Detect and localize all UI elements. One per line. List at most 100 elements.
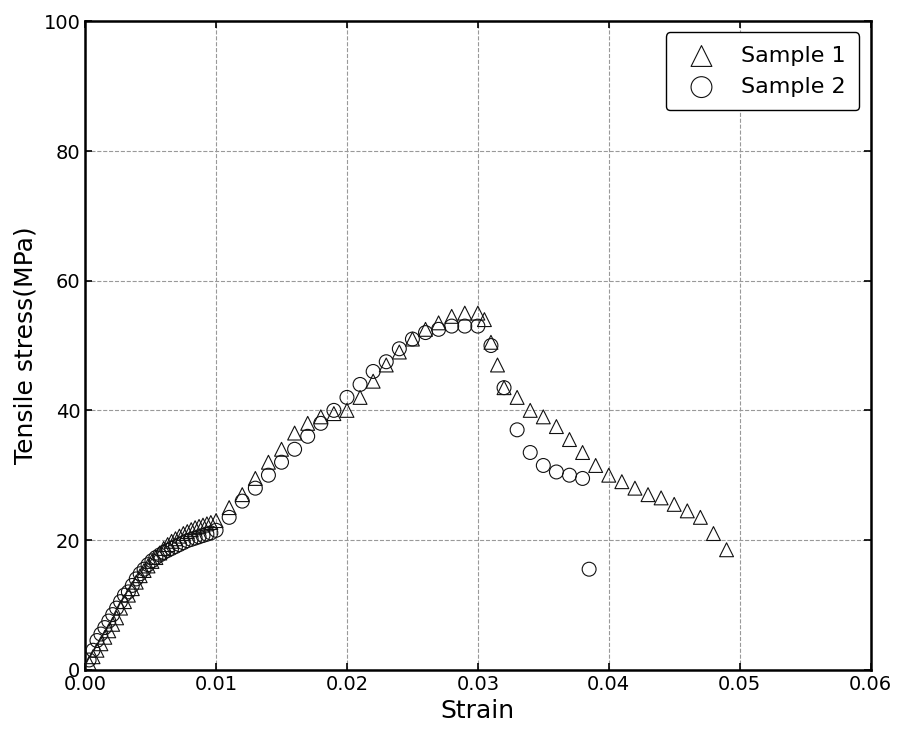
Sample 2	[549, 466, 564, 478]
Sample 1	[287, 427, 302, 439]
Sample 1	[172, 530, 187, 542]
Sample 2	[117, 590, 131, 601]
Sample 2	[149, 551, 163, 563]
Sample 1	[169, 533, 183, 545]
Sample 1	[184, 524, 198, 536]
Sample 2	[301, 430, 315, 442]
Sample 1	[180, 525, 195, 537]
Legend: Sample 1, Sample 2: Sample 1, Sample 2	[666, 32, 860, 111]
Sample 1	[149, 551, 163, 563]
Sample 1	[125, 583, 140, 595]
Sample 1	[490, 359, 505, 371]
Sample 2	[152, 549, 167, 561]
Sample 1	[667, 498, 681, 510]
Sample 1	[719, 544, 734, 556]
Sample 1	[152, 547, 167, 559]
Sample 2	[133, 567, 148, 579]
Sample 2	[172, 539, 187, 551]
Sample 1	[352, 391, 367, 403]
Sample 1	[477, 314, 492, 326]
Sample 1	[82, 657, 96, 669]
Sample 1	[680, 505, 695, 517]
Sample 2	[563, 469, 577, 481]
Sample 1	[523, 405, 537, 416]
Sample 1	[654, 492, 669, 504]
Sample 2	[105, 609, 120, 621]
Sample 1	[145, 556, 159, 567]
Sample 1	[90, 644, 104, 656]
Sample 1	[208, 514, 223, 526]
Sample 1	[588, 460, 602, 472]
Sample 2	[113, 595, 128, 607]
Sample 1	[575, 447, 590, 458]
Sample 2	[98, 621, 112, 633]
Sample 2	[445, 320, 459, 332]
Sample 1	[113, 602, 128, 614]
Sample 1	[445, 310, 459, 322]
Sample 2	[275, 456, 289, 468]
Sample 2	[125, 579, 140, 591]
Sample 2	[86, 644, 101, 656]
Sample 1	[496, 382, 511, 394]
Sample 1	[641, 489, 655, 500]
Y-axis label: Tensile stress(MPa): Tensile stress(MPa)	[14, 227, 38, 464]
Sample 2	[121, 586, 136, 598]
Sample 1	[419, 324, 433, 335]
Sample 1	[196, 520, 210, 531]
Sample 1	[484, 336, 498, 348]
Sample 1	[366, 375, 381, 387]
Sample 2	[208, 525, 223, 537]
Sample 2	[392, 343, 407, 354]
Sample 1	[563, 433, 577, 445]
Sample 2	[204, 527, 218, 539]
Sample 1	[549, 421, 564, 433]
Sample 1	[379, 359, 393, 371]
Sample 2	[484, 340, 498, 352]
Sample 1	[340, 405, 354, 416]
Sample 2	[458, 320, 472, 332]
Sample 2	[101, 615, 116, 627]
Sample 2	[379, 356, 393, 368]
Sample 2	[140, 559, 155, 570]
Sample 2	[82, 654, 96, 666]
Sample 1	[160, 539, 175, 551]
Sample 2	[164, 542, 178, 554]
Sample 1	[458, 307, 472, 319]
Sample 2	[313, 417, 328, 429]
Sample 1	[248, 472, 263, 484]
Sample 1	[140, 560, 155, 572]
Sample 2	[129, 573, 143, 585]
Sample 2	[222, 511, 236, 523]
Sample 1	[235, 489, 249, 500]
Sample 1	[693, 511, 708, 523]
Sample 2	[419, 326, 433, 338]
Sample 1	[117, 595, 131, 607]
Sample 1	[431, 317, 446, 329]
Sample 1	[129, 576, 143, 588]
Sample 2	[523, 447, 537, 458]
Sample 2	[536, 460, 551, 472]
Sample 2	[510, 424, 525, 436]
Sample 1	[93, 638, 108, 649]
Sample 1	[98, 632, 112, 643]
Sample 1	[327, 408, 342, 419]
Sample 1	[301, 417, 315, 429]
Sample 2	[160, 545, 175, 556]
Sample 1	[110, 612, 124, 624]
Sample 1	[470, 307, 485, 319]
Sample 2	[157, 546, 171, 558]
Sample 2	[366, 366, 381, 377]
Sample 1	[405, 333, 419, 345]
Sample 1	[105, 618, 120, 630]
Sample 2	[582, 563, 596, 575]
Sample 1	[536, 411, 551, 423]
Sample 2	[405, 333, 419, 345]
Sample 1	[313, 411, 328, 423]
Sample 1	[614, 476, 629, 488]
Sample 1	[392, 346, 407, 358]
Sample 2	[93, 628, 108, 640]
Sample 2	[90, 635, 104, 646]
Sample 2	[261, 469, 275, 481]
Sample 2	[327, 405, 342, 416]
Sample 1	[192, 520, 207, 532]
